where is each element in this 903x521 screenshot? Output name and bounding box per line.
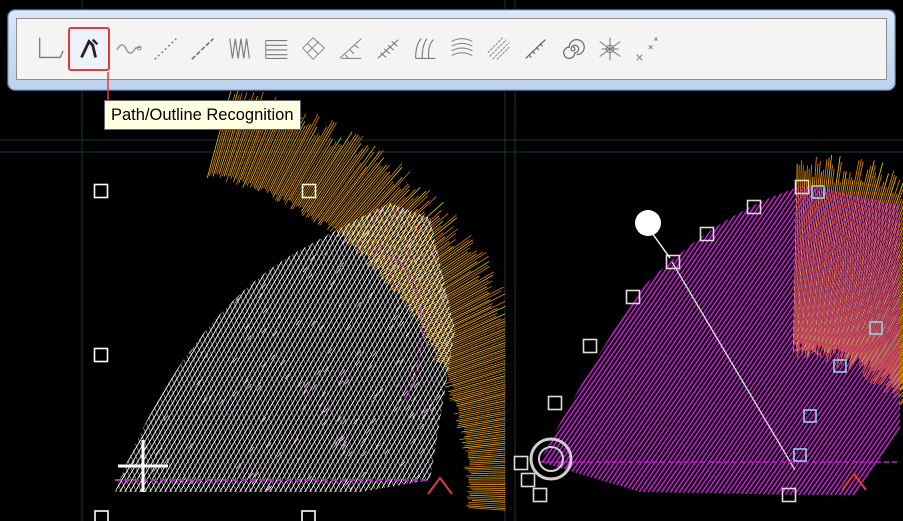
- crosshatch-fill-icon: [301, 37, 325, 61]
- diagonal-satin-icon: [376, 39, 399, 59]
- contour-fill-icon: [450, 38, 473, 57]
- stitch-tools-toolbar: [16, 18, 887, 80]
- tool-motif-run-button[interactable]: [517, 27, 554, 71]
- tool-dashed-line-button[interactable]: [184, 27, 221, 71]
- tool-cross-stitch-button[interactable]: [628, 27, 665, 71]
- tool-horizontal-lines-button[interactable]: [258, 27, 295, 71]
- curved-satin-icon: [414, 38, 435, 59]
- canvas-markers: [118, 210, 867, 495]
- tool-radial-fill-button[interactable]: [591, 27, 628, 71]
- vertical-zigzag-icon: [228, 38, 250, 59]
- selection-handles[interactable]: [93, 179, 883, 521]
- dotted-line-icon: [153, 38, 177, 60]
- left-design-stitches: [115, 83, 505, 511]
- path-outline-recognition-icon: [80, 38, 99, 59]
- tool-corner-stitch-button[interactable]: [332, 27, 369, 71]
- tool-crosshatch-button[interactable]: [295, 27, 332, 71]
- corner-line-icon: [38, 37, 64, 59]
- tool-dotted-line-button[interactable]: [147, 27, 184, 71]
- cross-stitch-icon: [635, 37, 658, 61]
- tool-corner-button[interactable]: [31, 27, 68, 71]
- tool-diagonal-fill-button[interactable]: [480, 27, 517, 71]
- tool-curved-satin-button[interactable]: [406, 27, 443, 71]
- dashed-line-icon: [190, 38, 214, 60]
- motif-run-icon: [524, 39, 546, 59]
- tool-path-outline-button[interactable]: [68, 27, 110, 71]
- tooltip-callout-line: [107, 72, 109, 102]
- tooltip: Path/Outline Recognition: [104, 100, 301, 130]
- tool-spiral-button[interactable]: [554, 27, 591, 71]
- wave-line-icon: [115, 44, 142, 54]
- tool-wave-button[interactable]: [110, 27, 147, 71]
- spiral-icon: [562, 39, 585, 59]
- tool-contour-fill-button[interactable]: [443, 27, 480, 71]
- corner-stitch-icon: [338, 38, 362, 59]
- horizontal-lines-icon: [264, 40, 287, 59]
- radial-fill-icon: [598, 37, 621, 61]
- tool-vertical-zigzag-button[interactable]: [221, 27, 258, 71]
- tool-diagonal-satin-button[interactable]: [369, 27, 406, 71]
- diagonal-fill-icon: [486, 37, 510, 60]
